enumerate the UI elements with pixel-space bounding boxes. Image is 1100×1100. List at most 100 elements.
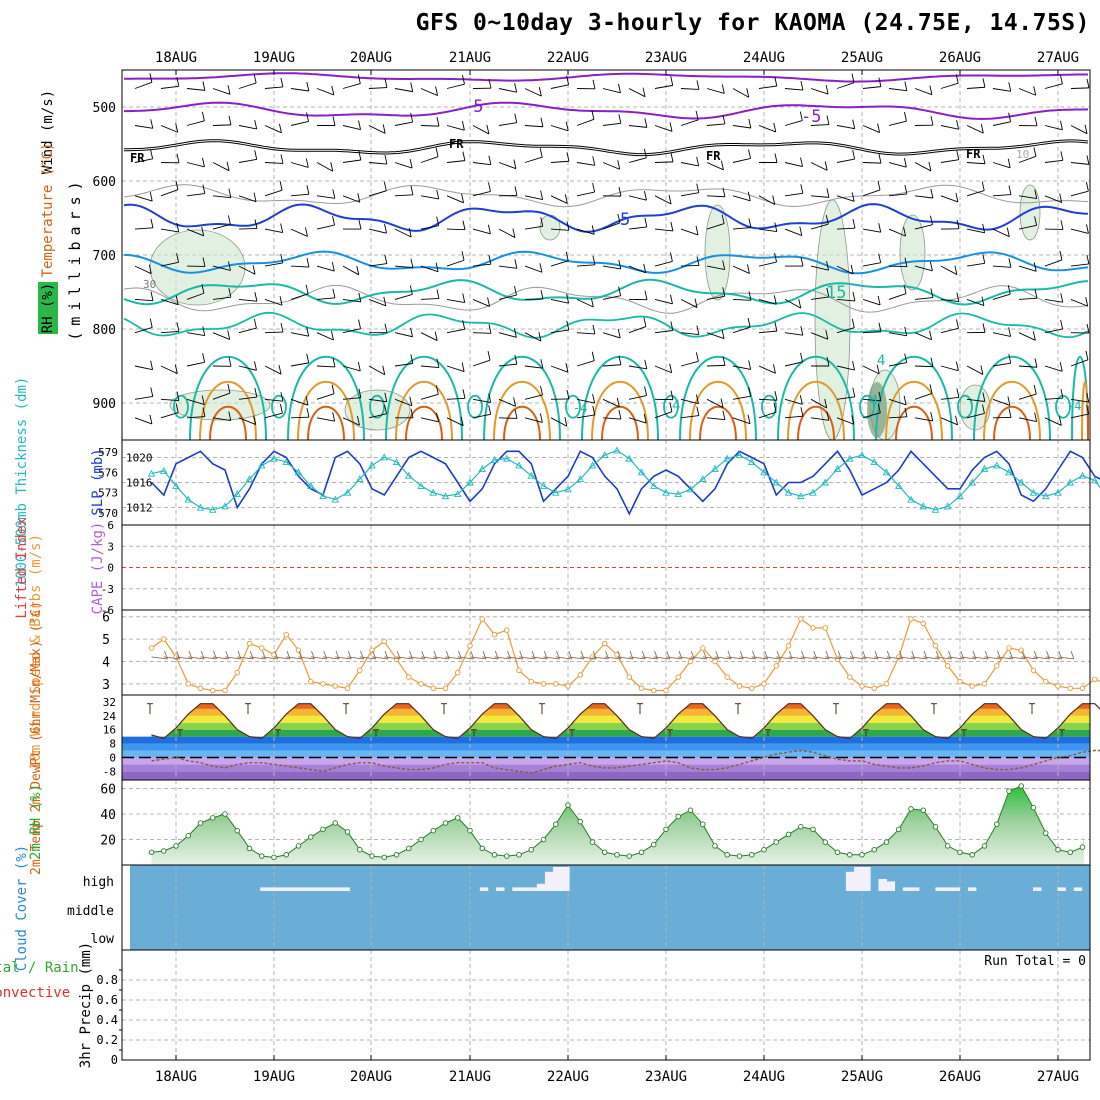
thickness-point: [404, 471, 413, 479]
thickness-point: [637, 468, 646, 476]
wind-barb: [643, 263, 647, 273]
wind-barb: [420, 417, 439, 423]
wind-tick: 6: [102, 611, 110, 626]
wind-barb: [732, 265, 750, 274]
wind-barb: [695, 352, 699, 362]
wind-barb: [966, 228, 985, 234]
wind-barb: [420, 393, 439, 400]
wind-barb: [773, 403, 777, 413]
wind-barb: [654, 261, 673, 267]
wind-barb: [940, 195, 959, 203]
wind-barb: [176, 322, 180, 332]
wind-barb: [629, 656, 646, 660]
wind-barb: [290, 193, 309, 197]
rh-point: [798, 824, 804, 830]
wind-barb: [280, 223, 284, 233]
wind-barb: [1018, 155, 1037, 163]
wind-barb: [160, 125, 178, 133]
thickness-point: [796, 492, 805, 500]
wind-barb: [368, 298, 386, 307]
wind-barb: [228, 261, 231, 271]
rh-shading: [899, 214, 926, 291]
wind-barb: [618, 83, 621, 93]
wind-barb: [644, 386, 648, 396]
precip-tick: 0.8: [96, 973, 118, 987]
wind-barb: [576, 398, 595, 404]
wind-barb: [186, 228, 204, 237]
lifted-index-tick: 0: [107, 562, 114, 575]
axis-label-temperature2m: 2m Temp 2m DewPt (6hr Min/Max) (°C): [29, 601, 44, 875]
wind-barb: [732, 326, 751, 334]
wind-barb: [518, 656, 536, 660]
wind-barb: [1059, 250, 1063, 261]
wind-barb: [524, 88, 542, 97]
wind-barb: [384, 224, 387, 234]
wind-barb: [1018, 332, 1036, 341]
wind-barb: [966, 398, 985, 402]
isotherm-label: 5: [620, 210, 630, 230]
wind-barb: [888, 398, 907, 406]
wind-barb: [273, 656, 291, 660]
wind-barb: [980, 365, 984, 375]
cloud-bar: [325, 887, 334, 891]
wind-barb: [644, 290, 648, 300]
wind-barb: [810, 296, 829, 300]
wind-barb: [928, 161, 932, 172]
pressure-tick: 500: [93, 101, 116, 116]
rh-point: [504, 853, 510, 859]
rh-point: [320, 826, 326, 833]
cloud-bar: [268, 887, 277, 891]
wind-barb: [238, 298, 257, 302]
wind-barb: [1021, 656, 1038, 660]
thickness-tick: 579: [98, 446, 118, 459]
wind-barb: [175, 295, 179, 305]
thickness-point: [539, 481, 548, 489]
wind-barb: [668, 194, 672, 205]
isotherm-line: [483, 355, 561, 441]
wind-barb: [773, 122, 777, 133]
wind-barb: [758, 298, 777, 305]
wind-speed-point: [528, 678, 535, 685]
wind-barb: [616, 397, 620, 408]
wind-barb: [420, 88, 438, 96]
thickness-point: [870, 458, 879, 465]
wind-barb: [914, 265, 933, 272]
isotherm-line: [271, 394, 287, 419]
lifted-index-tick: -3: [101, 583, 114, 596]
wind-barb: [202, 157, 205, 167]
isotherm-label: -5: [801, 107, 821, 127]
wind-barb: [836, 82, 855, 89]
wind-barb: [540, 117, 544, 127]
wind-barb: [618, 409, 622, 420]
lifted-index-tick: 3: [107, 540, 114, 553]
rh-point: [406, 845, 412, 852]
wind-barb: [680, 265, 700, 267]
wind-barb: [550, 195, 568, 204]
rh-point: [871, 846, 878, 853]
wind-barb: [410, 82, 414, 92]
wind-barb: [836, 327, 855, 334]
dewpoint-line: [151, 749, 1100, 774]
wind-barb: [940, 82, 959, 89]
wind-barb: [200, 656, 217, 660]
rh-point: [883, 839, 890, 845]
wind-barb: [316, 393, 335, 400]
wind-barb: [524, 225, 543, 230]
wind-barb: [940, 159, 959, 163]
rh-shading: [867, 382, 887, 438]
wind-speed-point: [761, 681, 767, 687]
rh-point: [553, 821, 559, 827]
wind-barb: [305, 284, 309, 294]
wind-barb: [877, 295, 881, 306]
axis-label-thickness: 1000-500mb Thickness (dm): [14, 377, 30, 588]
wind-barb: [992, 194, 1011, 197]
rh-point: [160, 848, 167, 854]
wind-barb: [436, 216, 440, 226]
wind-barb: [538, 332, 542, 342]
wind-barb: [825, 656, 842, 660]
thickness-point: [907, 495, 915, 503]
wind-barb: [1060, 293, 1064, 303]
wind-speed-point: [932, 643, 939, 649]
cloud-bar: [260, 887, 269, 891]
thickness-point: [1090, 476, 1099, 484]
